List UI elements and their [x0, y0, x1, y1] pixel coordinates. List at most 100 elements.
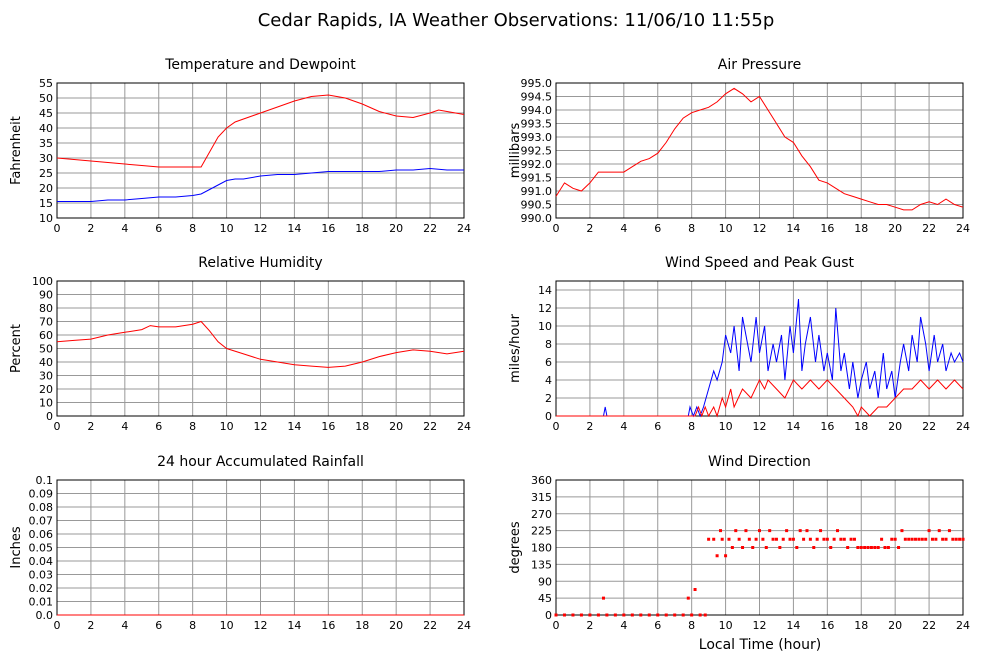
data-point [724, 554, 728, 558]
y-tick-label: 30 [39, 152, 53, 165]
y-tick-label: 30 [39, 370, 53, 383]
y-tick-label: 991.5 [521, 172, 553, 185]
x-tick-label: 18 [854, 619, 868, 632]
data-point [947, 529, 951, 533]
data-point [781, 537, 785, 541]
y-tick-label: 90 [39, 289, 53, 302]
y-tick-label: 90 [538, 575, 552, 588]
data-point [910, 537, 914, 541]
data-point [791, 537, 795, 541]
data-point [914, 537, 918, 541]
x-tick-label: 12 [254, 619, 268, 632]
y-tick-label: 270 [531, 508, 552, 521]
data-point [764, 546, 768, 549]
x-tick-label: 20 [888, 420, 902, 433]
x-tick-label: 10 [719, 420, 733, 433]
y-tick-label: 990.5 [521, 199, 553, 212]
y-tick-label: 993.5 [521, 118, 553, 131]
y-tick-label: 50 [39, 92, 53, 105]
data-point [647, 613, 651, 617]
x-tick-label: 8 [189, 619, 196, 632]
x-tick-label: 2 [586, 420, 593, 433]
y-tick-label: 0.1 [36, 474, 54, 487]
y-tick-label: 80 [39, 302, 53, 315]
data-point [842, 537, 846, 541]
x-tick-label: 20 [888, 619, 902, 632]
y-tick-label: 20 [39, 383, 53, 396]
plot-frame [555, 280, 964, 417]
x-tick-label: 0 [54, 420, 61, 433]
x-tick-label: 14 [287, 222, 301, 235]
x-tick-label: 6 [654, 222, 661, 235]
y-tick-label: 0.01 [29, 596, 54, 609]
x-tick-label: 24 [457, 222, 471, 235]
data-point [819, 529, 823, 533]
x-tick-label: 6 [155, 619, 162, 632]
y-tick-label: 180 [531, 542, 552, 555]
x-tick-label: 0 [553, 420, 560, 433]
x-tick-label: 10 [220, 619, 234, 632]
data-point [883, 546, 887, 549]
y-tick-label: 0.09 [29, 488, 54, 501]
data-point [795, 546, 799, 549]
data-point [907, 537, 911, 541]
y-tick-label: 0.07 [29, 515, 54, 528]
y-tick-label: 993.0 [521, 131, 553, 144]
x-tick-label: 8 [688, 619, 695, 632]
data-point [656, 613, 660, 617]
y-tick-label: 315 [531, 491, 552, 504]
data-point [768, 529, 772, 533]
data-point [613, 613, 617, 617]
x-tick-label: 10 [220, 222, 234, 235]
data-point [930, 537, 934, 541]
data-point [690, 613, 694, 617]
y-tick-label: 994.0 [521, 104, 553, 117]
x-tick-label: 0 [54, 619, 61, 632]
y-tick-label: 25 [39, 167, 53, 180]
data-point [812, 546, 816, 549]
data-point [856, 546, 860, 549]
y-tick-label: 994.5 [521, 91, 553, 104]
data-point [934, 537, 938, 541]
data-point [681, 613, 685, 617]
plot-frame [555, 82, 964, 219]
plot-frame [555, 479, 964, 616]
x-tick-label: 16 [321, 222, 335, 235]
chart-title: Relative Humidity [198, 255, 322, 271]
x-tick-label: 2 [87, 619, 94, 632]
data-point [890, 537, 894, 541]
y-axis-label: Fahrenheit [9, 116, 24, 185]
y-tick-label: 4 [545, 374, 552, 387]
x-tick-label: 12 [753, 619, 767, 632]
y-tick-label: 14 [538, 284, 552, 297]
y-tick-label: 0 [545, 410, 552, 423]
x-tick-label: 6 [155, 420, 162, 433]
y-axis-label: Percent [9, 324, 24, 373]
y-tick-label: 50 [39, 343, 53, 356]
x-tick-label: 0 [54, 222, 61, 235]
x-tick-label: 20 [389, 420, 403, 433]
data-point [866, 546, 870, 549]
data-point [836, 529, 840, 533]
y-tick-label: 8 [545, 338, 552, 351]
y-tick-label: 992.0 [521, 158, 553, 171]
data-point [747, 537, 751, 541]
x-tick-label: 20 [389, 222, 403, 235]
data-point [832, 537, 836, 541]
y-tick-label: 225 [531, 525, 552, 538]
data-point [958, 537, 962, 541]
chart-title: 24 hour Accumulated Rainfall [157, 454, 364, 470]
x-tick-label: 16 [820, 222, 834, 235]
data-point [903, 537, 907, 541]
data-point [917, 537, 921, 541]
x-tick-label: 12 [254, 222, 268, 235]
data-point [588, 613, 592, 617]
series-line-2 [556, 378, 964, 418]
y-tick-label: 40 [39, 122, 53, 135]
y-tick-label: 70 [39, 316, 53, 329]
x-tick-label: 4 [121, 222, 128, 235]
x-tick-label: 16 [820, 420, 834, 433]
